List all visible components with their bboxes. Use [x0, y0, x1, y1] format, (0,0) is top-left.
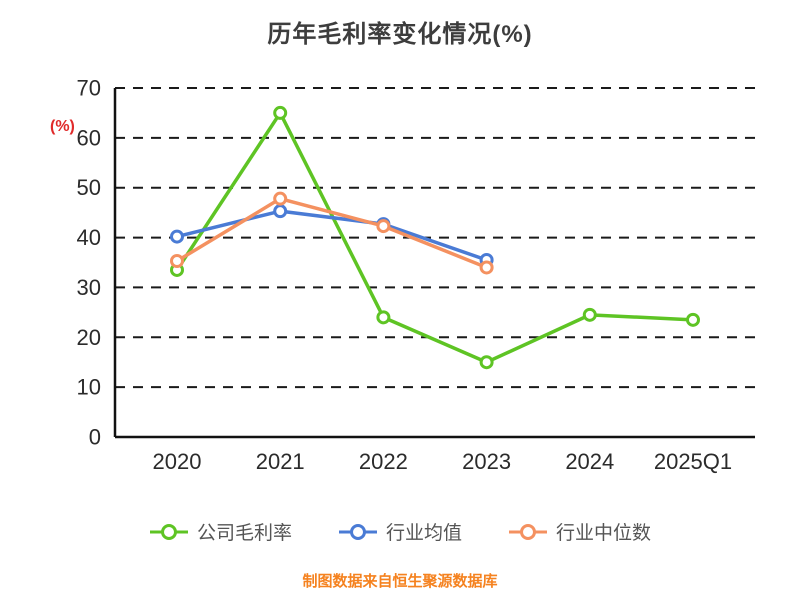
- legend-marker-icon: [509, 523, 547, 540]
- x-tick-label: 2020: [153, 449, 202, 474]
- y-tick-label: 20: [77, 325, 101, 350]
- legend-item-industry-median: 行业中位数: [508, 518, 651, 545]
- legend-label: 公司毛利率: [196, 523, 292, 544]
- y-tick-label: 70: [77, 76, 101, 101]
- chart-legend: 公司毛利率 行业均值 行业中位数: [0, 518, 800, 545]
- x-tick-label: 2025Q1: [654, 449, 732, 474]
- data-point-行业中位数: [376, 219, 391, 234]
- y-axis-unit-label: (%): [50, 118, 75, 135]
- legend-label: 行业均值: [385, 523, 462, 544]
- y-tick-label: 60: [77, 125, 101, 150]
- legend-label: 行业中位数: [556, 523, 652, 544]
- y-tick-label: 0: [89, 425, 101, 450]
- legend-marker-icon: [149, 523, 188, 540]
- data-point-公司毛利率: [376, 310, 391, 325]
- x-tick-label: 2023: [462, 449, 511, 474]
- data-point-公司毛利率: [479, 355, 494, 370]
- y-tick-label: 50: [77, 175, 101, 200]
- y-tick-label: 40: [77, 225, 101, 250]
- data-source-note: 制图数据来自恒生聚源数据库: [302, 573, 498, 590]
- y-tick-label: 30: [77, 275, 101, 300]
- y-tick-label: 10: [77, 375, 101, 400]
- x-tick-label: 2024: [565, 449, 614, 474]
- data-point-公司毛利率: [686, 312, 700, 327]
- series-line-行业均值: [176, 209, 488, 262]
- line-chart: 0 10 20 30 40 50 60 70 2020 2021 2022 2023 2024 2025Q…: [77, 76, 755, 474]
- data-point-行业均值: [170, 229, 184, 244]
- series-line-行业中位数: [176, 196, 488, 270]
- data-point-行业中位数: [479, 260, 494, 275]
- legend-item-industry-mean: 行业均值: [338, 518, 462, 545]
- data-point-行业均值: [273, 204, 288, 219]
- data-point-行业中位数: [273, 191, 288, 206]
- legend-marker-icon: [338, 523, 377, 540]
- legend-item-company: 公司毛利率: [149, 518, 292, 545]
- x-tick-label: 2021: [256, 449, 305, 474]
- chart-title: 历年毛利率变化情况(%): [267, 21, 533, 48]
- data-point-公司毛利率: [582, 307, 597, 322]
- data-point-行业中位数: [170, 254, 184, 269]
- data-point-公司毛利率: [273, 105, 288, 120]
- series-line-公司毛利率: [175, 111, 694, 364]
- x-tick-label: 2022: [359, 449, 408, 474]
